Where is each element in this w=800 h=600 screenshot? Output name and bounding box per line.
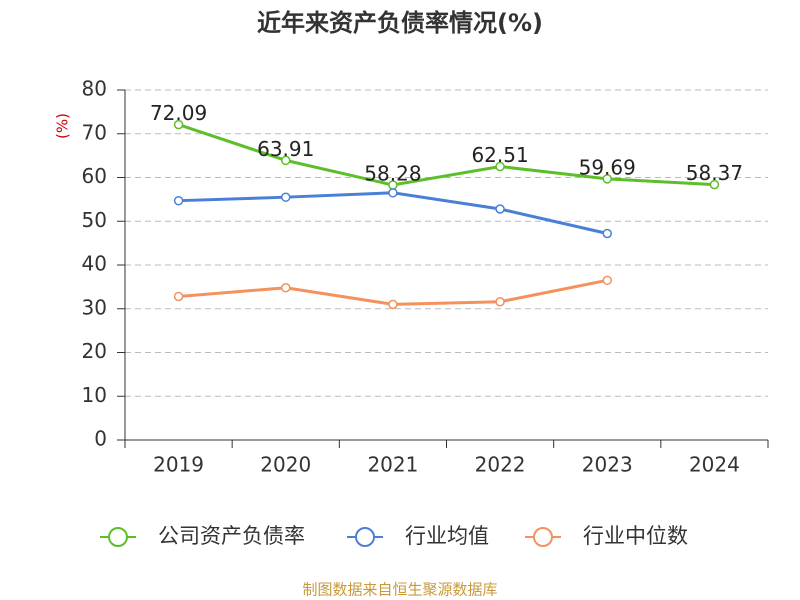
data-point — [281, 283, 291, 293]
y-tick-label: 0 — [94, 427, 107, 451]
data-point — [495, 204, 505, 214]
data-point — [602, 228, 612, 239]
y-tick-label: 50 — [82, 208, 107, 232]
data-label: 72.09 — [150, 101, 207, 125]
data-point — [173, 195, 184, 206]
data-point — [602, 275, 612, 286]
data-point — [173, 119, 184, 130]
series-line — [178, 123, 715, 187]
data-label: 58.37 — [686, 161, 743, 185]
legend-marker — [533, 527, 553, 547]
data-point — [495, 297, 505, 307]
x-tick-label: 2020 — [260, 453, 311, 477]
x-tick-label: 2024 — [689, 453, 740, 477]
x-tick-label: 2019 — [153, 453, 204, 477]
data-point — [495, 161, 505, 172]
data-label: 58.28 — [364, 162, 421, 186]
x-tick-label: 2022 — [475, 453, 526, 477]
data-point — [281, 192, 291, 202]
y-axis-label: (%) — [54, 113, 72, 139]
source-note: 制图数据来自恒生聚源数据库 — [302, 581, 497, 599]
y-tick-label: 30 — [82, 295, 107, 319]
y-tick-label: 40 — [82, 252, 107, 276]
legend-label: 行业中位数 — [583, 524, 688, 548]
legend-label: 公司资产负债率 — [158, 524, 305, 548]
data-label: 59.69 — [579, 155, 636, 179]
legend-label: 行业均值 — [405, 524, 489, 548]
data-point — [709, 179, 720, 190]
legend-marker — [108, 527, 128, 547]
y-tick-label: 70 — [82, 120, 107, 144]
data-label: 63.91 — [257, 137, 314, 161]
data-label: 62.51 — [471, 143, 528, 167]
series-line — [178, 191, 608, 235]
chart-title: 近年来资产负债率情况(%) — [257, 9, 543, 37]
y-tick-label: 60 — [82, 164, 107, 188]
data-point — [388, 188, 398, 198]
data-point — [173, 291, 184, 302]
data-point — [281, 155, 291, 166]
y-tick-label: 20 — [82, 339, 107, 363]
legend-marker — [355, 527, 375, 547]
x-tick-label: 2021 — [367, 453, 418, 477]
data-point — [602, 174, 612, 184]
x-tick-label: 2023 — [582, 453, 633, 477]
data-point — [388, 299, 398, 310]
y-tick-label: 10 — [82, 383, 107, 407]
y-tick-label: 80 — [82, 77, 107, 101]
